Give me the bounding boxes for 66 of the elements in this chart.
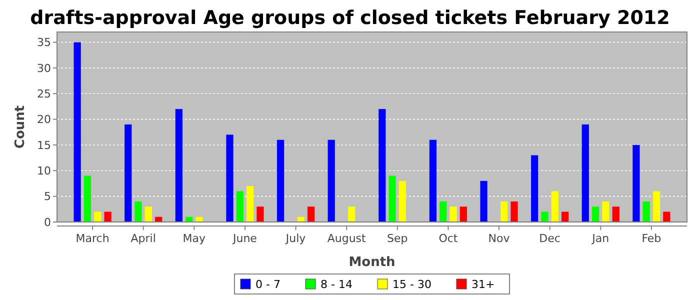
x-axis-title: Month bbox=[348, 255, 396, 270]
bar bbox=[582, 124, 589, 222]
y-tick-label: 0 bbox=[44, 216, 51, 229]
bar bbox=[307, 206, 315, 222]
bar bbox=[74, 42, 81, 222]
bar bbox=[246, 186, 254, 222]
x-tick-label: August bbox=[327, 232, 367, 245]
bar bbox=[500, 201, 508, 222]
y-tick-label: 25 bbox=[37, 87, 51, 100]
bar bbox=[592, 206, 600, 222]
y-tick-label: 10 bbox=[37, 164, 51, 178]
x-tick-label: Feb bbox=[642, 232, 662, 245]
bar bbox=[256, 206, 264, 222]
bar bbox=[94, 212, 102, 222]
bar bbox=[612, 206, 620, 222]
bar bbox=[429, 140, 437, 222]
bar bbox=[562, 212, 569, 222]
legend-label: 0 - 7 bbox=[256, 278, 280, 291]
x-tick-label: April bbox=[130, 232, 156, 245]
y-tick-label: 35 bbox=[37, 36, 51, 50]
bar bbox=[84, 176, 92, 222]
bar bbox=[175, 109, 182, 222]
x-tick-label: July bbox=[284, 232, 306, 245]
bar bbox=[124, 124, 132, 222]
y-tick-label: 5 bbox=[44, 190, 51, 204]
legend-label: 8 - 14 bbox=[320, 278, 352, 291]
y-axis-title: Count bbox=[13, 105, 28, 149]
bar bbox=[460, 206, 468, 222]
bar bbox=[226, 134, 234, 222]
bar bbox=[348, 206, 356, 222]
bar bbox=[602, 201, 610, 222]
bar bbox=[450, 206, 457, 222]
bar bbox=[144, 206, 152, 222]
x-tick-label: June bbox=[232, 232, 258, 245]
y-tick-label: 30 bbox=[37, 62, 51, 75]
bar bbox=[196, 216, 203, 222]
bar bbox=[480, 180, 488, 222]
bar bbox=[663, 212, 670, 222]
bar bbox=[632, 144, 640, 222]
x-tick-label: Dec bbox=[539, 232, 560, 245]
x-tick-label: Jan bbox=[591, 232, 610, 245]
x-tick-label: March bbox=[76, 232, 110, 245]
bar bbox=[541, 212, 548, 222]
x-tick-label: Sep bbox=[387, 232, 408, 245]
x-tick-label: Nov bbox=[488, 232, 510, 245]
bar bbox=[440, 201, 447, 222]
bar bbox=[378, 109, 386, 222]
x-tick-label: Oct bbox=[438, 232, 458, 245]
legend-label: 31+ bbox=[472, 278, 495, 291]
bar bbox=[104, 212, 112, 222]
bar bbox=[398, 180, 406, 222]
bar bbox=[276, 140, 284, 222]
bar bbox=[134, 201, 142, 222]
bar bbox=[551, 191, 558, 222]
legend-label: 15 - 30 bbox=[392, 278, 432, 291]
y-tick-label: 15 bbox=[37, 138, 51, 152]
bar bbox=[328, 140, 335, 222]
bar bbox=[531, 155, 538, 222]
bar bbox=[652, 191, 660, 222]
bar bbox=[642, 201, 650, 222]
bar bbox=[388, 176, 396, 222]
bar bbox=[236, 191, 244, 222]
bar bbox=[510, 201, 518, 222]
x-tick-label: May bbox=[182, 232, 206, 245]
chart-title: drafts-approval Age groups of closed tickets February 2012 bbox=[30, 7, 670, 29]
y-tick-label: 20 bbox=[37, 113, 51, 126]
